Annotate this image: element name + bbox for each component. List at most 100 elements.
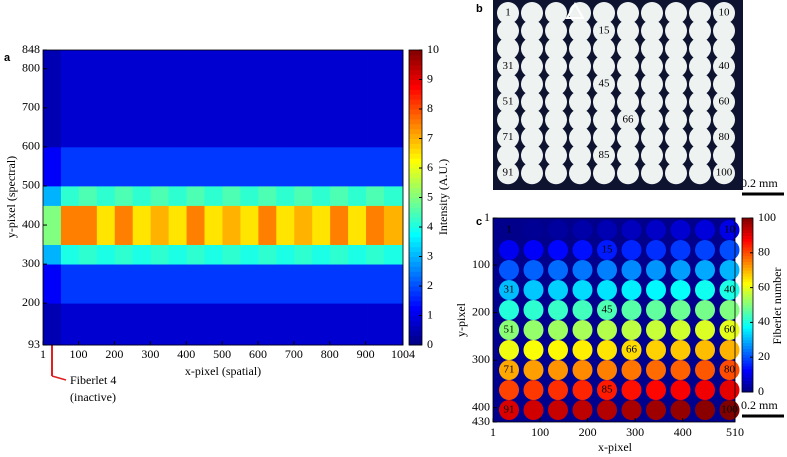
colorbar-segment bbox=[409, 310, 422, 316]
fiber bbox=[548, 300, 568, 320]
fiber bbox=[670, 320, 691, 340]
colorbar-segment bbox=[409, 217, 422, 223]
fiber-core bbox=[593, 162, 615, 185]
heat-cell bbox=[96, 205, 116, 245]
fiber bbox=[621, 340, 642, 360]
fiber-core bbox=[665, 2, 687, 24]
fiber bbox=[523, 320, 544, 340]
fiber bbox=[646, 360, 666, 380]
fiber-core bbox=[665, 19, 687, 42]
fiber bbox=[719, 320, 740, 340]
colorbar-segment bbox=[742, 351, 753, 355]
heat-cell bbox=[258, 146, 277, 187]
fiber-core bbox=[689, 37, 711, 60]
colorbar-segment bbox=[409, 236, 422, 243]
fiber-core bbox=[497, 162, 519, 185]
fiber-core bbox=[689, 108, 711, 131]
heat-cell bbox=[294, 303, 313, 346]
x-tick-label: 500 bbox=[213, 347, 231, 361]
fiber-core bbox=[665, 126, 687, 149]
x-tick-label: 1 bbox=[490, 425, 496, 439]
fiber bbox=[499, 400, 519, 420]
colorbar-segment bbox=[742, 389, 753, 393]
colorbar-segment bbox=[742, 261, 753, 265]
heat-cell bbox=[258, 244, 277, 265]
fiber bbox=[621, 300, 642, 320]
fiber-core bbox=[665, 37, 687, 60]
colorbar-segment bbox=[742, 258, 753, 262]
heat-cell bbox=[60, 264, 80, 304]
colorbar-segment bbox=[742, 316, 753, 320]
colorbar-segment bbox=[742, 345, 753, 349]
colorbar-segment bbox=[742, 226, 753, 231]
heat-cell bbox=[294, 244, 313, 265]
x-tick-label: 400 bbox=[177, 347, 195, 361]
colorbar-segment bbox=[409, 64, 422, 71]
colorbar-segment bbox=[742, 241, 753, 245]
heat-cell bbox=[204, 50, 223, 148]
fiber-label: 31 bbox=[503, 60, 514, 72]
fiber bbox=[499, 240, 519, 260]
heat-cell bbox=[383, 244, 404, 265]
fiber bbox=[695, 260, 715, 280]
heat-cell bbox=[186, 244, 205, 265]
fiber-core bbox=[521, 55, 543, 78]
fiber-core bbox=[521, 126, 543, 149]
heat-cell bbox=[330, 146, 349, 187]
colorbar-tick-label: 2 bbox=[427, 278, 433, 292]
fiber-core bbox=[689, 126, 711, 149]
fiber-core bbox=[569, 126, 591, 149]
colorbar-segment bbox=[742, 235, 753, 239]
fiber-core bbox=[713, 126, 735, 149]
fiber-label: 15 bbox=[602, 244, 614, 256]
heat-cell bbox=[168, 264, 187, 304]
heat-cell bbox=[294, 185, 313, 206]
fiber bbox=[499, 260, 519, 280]
scale-bar-label: 0.2 mm bbox=[741, 176, 778, 190]
y-tick-label: 300 bbox=[22, 256, 40, 270]
heat-cell bbox=[60, 185, 80, 206]
colorbar-segment bbox=[742, 368, 753, 373]
y-tick-label: 800 bbox=[22, 61, 40, 75]
heat-cell bbox=[114, 185, 134, 206]
colorbar-segment bbox=[742, 357, 753, 361]
heat-cell bbox=[258, 303, 277, 346]
colorbar-segment bbox=[742, 380, 753, 384]
colorbar-segment bbox=[409, 335, 422, 341]
fiber bbox=[695, 280, 715, 300]
fiber-core bbox=[593, 91, 615, 113]
fiber-core bbox=[497, 91, 519, 113]
fiber-label: 60 bbox=[724, 324, 736, 336]
heat-cell bbox=[330, 244, 349, 265]
panel-letter: b bbox=[476, 3, 483, 15]
heat-cell bbox=[43, 146, 62, 187]
fiber-core bbox=[545, 55, 567, 78]
heat-cell bbox=[383, 185, 404, 206]
colorbar-segment bbox=[409, 261, 422, 267]
heat-cell bbox=[168, 303, 187, 346]
colorbar-segment bbox=[742, 267, 753, 271]
fiber-core bbox=[545, 126, 567, 149]
colorbar-segment bbox=[409, 138, 422, 144]
fiber bbox=[670, 360, 691, 380]
fiber-core bbox=[521, 73, 543, 96]
fiber-core bbox=[665, 91, 687, 113]
y-tick-label: 300 bbox=[472, 352, 490, 366]
fiber bbox=[695, 400, 715, 420]
heat-cell bbox=[258, 50, 277, 148]
fiber-core bbox=[689, 73, 711, 96]
y-tick-label: 400 bbox=[22, 217, 40, 231]
colorbar-segment bbox=[742, 302, 753, 306]
fiber-label: 15 bbox=[599, 24, 611, 36]
fiber-core bbox=[713, 55, 735, 78]
colorbar-tick-label: 1 bbox=[427, 307, 433, 321]
heat-cell bbox=[114, 50, 134, 148]
heat-cell bbox=[114, 264, 134, 304]
fiber-core bbox=[689, 162, 711, 185]
y-axis-label: y-pixel (spectral) bbox=[4, 156, 18, 238]
fiber-core bbox=[665, 144, 687, 167]
heat-cell bbox=[132, 205, 152, 245]
fiber bbox=[646, 280, 666, 300]
fiber-core bbox=[521, 91, 543, 113]
y-tick-label: 1 bbox=[484, 210, 490, 224]
